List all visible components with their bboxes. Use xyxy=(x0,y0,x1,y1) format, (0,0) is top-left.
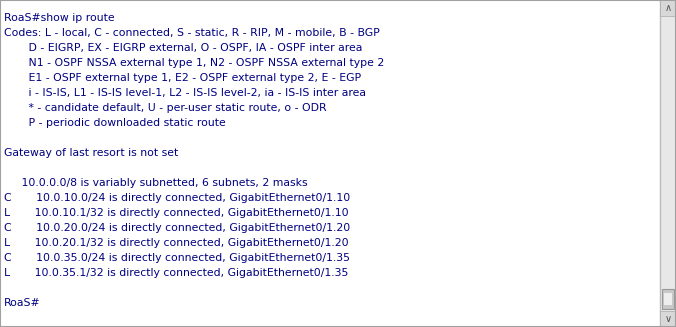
Text: * - candidate default, U - per-user static route, o - ODR: * - candidate default, U - per-user stat… xyxy=(4,103,327,113)
Text: i - IS-IS, L1 - IS-IS level-1, L2 - IS-IS level-2, ia - IS-IS inter area: i - IS-IS, L1 - IS-IS level-1, L2 - IS-I… xyxy=(4,88,366,98)
Text: RoaS#: RoaS# xyxy=(4,298,41,308)
Text: ∨: ∨ xyxy=(665,314,671,324)
Text: C       10.0.35.0/24 is directly connected, GigabitEthernet0/1.35: C 10.0.35.0/24 is directly connected, Gi… xyxy=(4,253,350,263)
Bar xyxy=(660,0,676,327)
Text: Codes: L - local, C - connected, S - static, R - RIP, M - mobile, B - BGP: Codes: L - local, C - connected, S - sta… xyxy=(4,28,380,38)
Bar xyxy=(660,0,676,327)
Text: L       10.0.20.1/32 is directly connected, GigabitEthernet0/1.20: L 10.0.20.1/32 is directly connected, Gi… xyxy=(4,238,349,248)
Bar xyxy=(664,293,672,305)
Text: RoaS#show ip route: RoaS#show ip route xyxy=(4,13,115,23)
Bar xyxy=(662,289,674,309)
Text: L       10.0.10.1/32 is directly connected, GigabitEthernet0/1.10: L 10.0.10.1/32 is directly connected, Gi… xyxy=(4,208,349,218)
Text: 10.0.0.0/8 is variably subnetted, 6 subnets, 2 masks: 10.0.0.0/8 is variably subnetted, 6 subn… xyxy=(4,178,308,188)
Text: ∧: ∧ xyxy=(665,3,671,13)
Bar xyxy=(660,311,676,327)
Text: E1 - OSPF external type 1, E2 - OSPF external type 2, E - EGP: E1 - OSPF external type 1, E2 - OSPF ext… xyxy=(4,73,361,83)
Bar xyxy=(660,0,676,16)
Text: L       10.0.35.1/32 is directly connected, GigabitEthernet0/1.35: L 10.0.35.1/32 is directly connected, Gi… xyxy=(4,268,348,278)
Text: N1 - OSPF NSSA external type 1, N2 - OSPF NSSA external type 2: N1 - OSPF NSSA external type 1, N2 - OSP… xyxy=(4,58,384,68)
Text: P - periodic downloaded static route: P - periodic downloaded static route xyxy=(4,118,226,128)
Text: Gateway of last resort is not set: Gateway of last resort is not set xyxy=(4,148,178,158)
Text: C       10.0.10.0/24 is directly connected, GigabitEthernet0/1.10: C 10.0.10.0/24 is directly connected, Gi… xyxy=(4,193,350,203)
Text: D - EIGRP, EX - EIGRP external, O - OSPF, IA - OSPF inter area: D - EIGRP, EX - EIGRP external, O - OSPF… xyxy=(4,43,362,53)
Text: C       10.0.20.0/24 is directly connected, GigabitEthernet0/1.20: C 10.0.20.0/24 is directly connected, Gi… xyxy=(4,223,350,233)
